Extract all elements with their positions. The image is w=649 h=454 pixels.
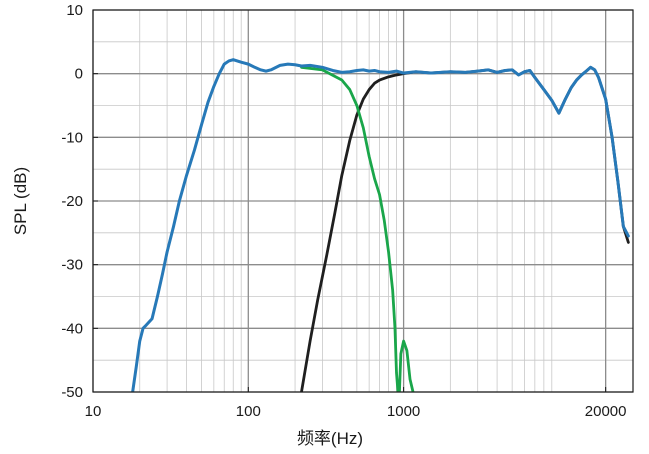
x-tick-label: 10 <box>85 403 102 420</box>
x-tick-label: 1000 <box>387 403 420 420</box>
y-tick-label: 10 <box>66 2 83 19</box>
y-tick-label: -20 <box>61 193 83 210</box>
y-axis-label: SPL (dB) <box>11 167 30 235</box>
y-tick-label: -10 <box>61 129 83 146</box>
tick-marks <box>92 9 607 393</box>
y-tick-label: 0 <box>75 66 83 83</box>
x-tick-label: 20000 <box>585 403 627 420</box>
series-lines <box>131 58 630 392</box>
y-tick-label: -50 <box>61 384 83 401</box>
x-axis-label: 频率(Hz) <box>297 429 363 448</box>
y-tick-label: -30 <box>61 257 83 274</box>
series-line-3 <box>131 58 630 392</box>
y-tick-label: -40 <box>61 320 83 337</box>
x-tick-label: 100 <box>236 403 261 420</box>
series-line-2 <box>300 65 415 392</box>
